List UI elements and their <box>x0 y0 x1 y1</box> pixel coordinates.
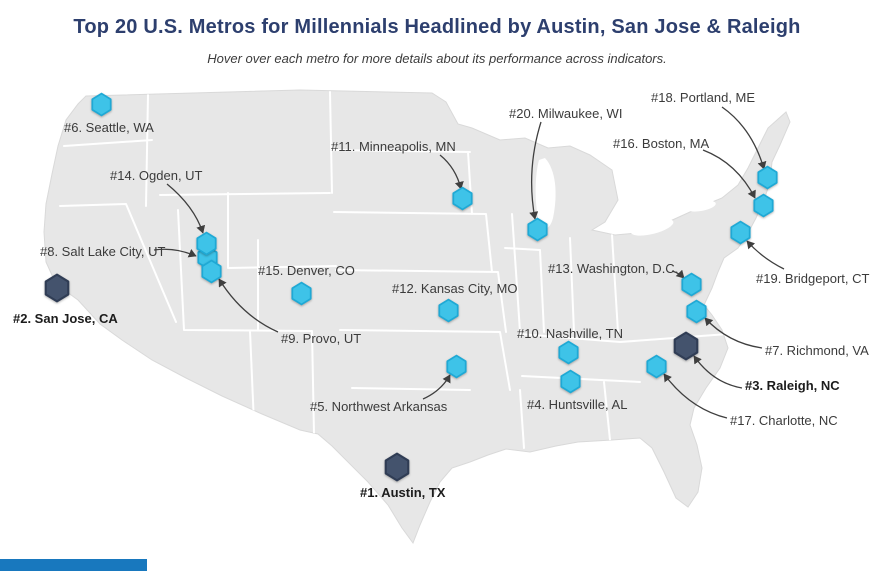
bottom-bar <box>0 559 147 571</box>
metro-label-portland-me: #18. Portland, ME <box>651 90 756 105</box>
page-subtitle: Hover over each metro for more details a… <box>207 51 667 66</box>
metro-label-provo-ut: #9. Provo, UT <box>281 331 362 346</box>
state-borders <box>59 91 729 449</box>
annotation-arrow-charlotte-nc <box>663 373 728 419</box>
metro-label-ogden-ut: #14. Ogden, UT <box>110 168 203 183</box>
metro-marker-kansas-city-mo[interactable] <box>437 298 459 323</box>
metro-marker-nashville-tn[interactable] <box>557 340 579 365</box>
metro-marker-washington-dc[interactable] <box>680 272 702 297</box>
metro-label-minneapolis-mn: #11. Minneapolis, MN <box>331 139 456 154</box>
metro-label-kansas-city-mo: #12. Kansas City, MO <box>392 281 518 296</box>
metro-marker-austin-tx[interactable] <box>384 452 410 482</box>
annotation-arrows <box>153 106 785 419</box>
metro-marker-boston-ma[interactable] <box>752 193 774 218</box>
metro-marker-richmond-va[interactable] <box>685 299 707 324</box>
metro-label-nashville-tn: #10. Nashville, TN <box>517 326 623 341</box>
metro-marker-portland-me[interactable] <box>756 165 778 190</box>
metro-label-boston-ma: #16. Boston, MA <box>613 136 710 151</box>
annotation-arrow-bridgeport-ct <box>746 240 785 270</box>
metro-label-austin-tx: #1. Austin, TX <box>360 485 446 500</box>
metro-label-salt-lake-city-ut: #8. Salt Lake City, UT <box>40 244 166 259</box>
annotation-arrow-portland-me <box>721 106 767 170</box>
metro-marker-denver-co[interactable] <box>290 281 312 306</box>
us-landmass <box>43 89 791 545</box>
metro-marker-charlotte-nc[interactable] <box>645 354 667 379</box>
great-lakes <box>535 158 716 236</box>
metro-marker-ogden-ut[interactable] <box>195 231 217 256</box>
annotation-arrow-salt-lake-city-ut <box>153 248 197 258</box>
metro-marker-raleigh-nc[interactable] <box>673 331 699 361</box>
metro-label-milwaukee-wi: #20. Milwaukee, WI <box>509 106 623 121</box>
metro-label-raleigh-nc: #3. Raleigh, NC <box>745 378 840 393</box>
metro-marker-seattle-wa[interactable] <box>90 92 112 117</box>
annotation-arrow-minneapolis-mn <box>439 154 464 190</box>
annotation-arrow-ogden-ut <box>166 183 206 234</box>
metro-marker-milwaukee-wi[interactable] <box>526 217 548 242</box>
metro-label-denver-co: #15. Denver, CO <box>258 263 355 278</box>
metro-label-charlotte-nc: #17. Charlotte, NC <box>730 413 838 428</box>
annotation-arrow-raleigh-nc <box>693 355 743 389</box>
metro-label-richmond-va: #7. Richmond, VA <box>765 343 869 358</box>
metro-label-san-jose-ca: #2. San Jose, CA <box>13 311 118 326</box>
metro-marker-huntsville-al[interactable] <box>559 369 581 394</box>
annotation-arrow-richmond-va <box>704 317 763 349</box>
metro-label-washington-dc: #13. Washington, D.C. <box>548 261 679 276</box>
metro-label-bridgeport-ct: #19. Bridgeport, CT <box>756 271 870 286</box>
annotation-arrow-northwest-arkansas <box>422 374 451 400</box>
annotation-arrow-boston-ma <box>702 149 756 199</box>
metro-marker-northwest-arkansas[interactable] <box>445 354 467 379</box>
metro-label-northwest-arkansas: #5. Northwest Arkansas <box>310 399 448 414</box>
metro-marker-minneapolis-mn[interactable] <box>451 186 473 211</box>
annotation-arrow-provo-ut <box>218 278 279 333</box>
metro-marker-san-jose-ca[interactable] <box>44 273 70 303</box>
metro-label-huntsville-al: #4. Huntsville, AL <box>527 397 628 412</box>
page-title: Top 20 U.S. Metros for Millennials Headl… <box>73 16 801 38</box>
metro-marker-provo-ut[interactable] <box>200 259 222 284</box>
metro-marker-bridgeport-ct[interactable] <box>729 220 751 245</box>
annotation-arrow-milwaukee-wi <box>529 121 542 220</box>
metro-label-seattle-wa: #6. Seattle, WA <box>64 120 154 135</box>
